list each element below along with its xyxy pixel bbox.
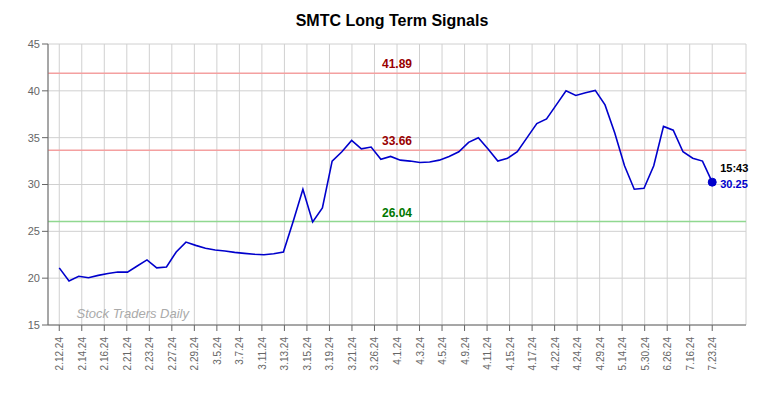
svg-text:15: 15 — [28, 319, 40, 331]
svg-text:7.23.24: 7.23.24 — [707, 337, 718, 371]
svg-text:3.11.24: 3.11.24 — [257, 337, 268, 370]
svg-text:25: 25 — [28, 225, 40, 237]
svg-text:3.7.24: 3.7.24 — [234, 337, 245, 365]
svg-text:30: 30 — [28, 178, 40, 190]
svg-text:4.5.24: 4.5.24 — [437, 337, 448, 365]
svg-text:4.11.24: 4.11.24 — [482, 337, 493, 370]
svg-text:3.21.24: 3.21.24 — [347, 337, 358, 371]
svg-text:4.24.24: 4.24.24 — [572, 337, 583, 371]
svg-text:30.25: 30.25 — [720, 178, 748, 190]
svg-text:3.15.24: 3.15.24 — [302, 337, 313, 371]
svg-text:2.16.24: 2.16.24 — [99, 337, 110, 371]
svg-text:2.21.24: 2.21.24 — [122, 337, 133, 371]
svg-text:5.30.24: 5.30.24 — [640, 337, 651, 371]
svg-text:26.04: 26.04 — [382, 206, 412, 220]
svg-text:20: 20 — [28, 272, 40, 284]
svg-text:4.9.24: 4.9.24 — [460, 337, 471, 365]
svg-text:4.1.24: 4.1.24 — [392, 337, 403, 365]
html-text:SMTC Long Term Signals: SMTC Long Term Signals — [295, 12, 489, 29]
svg-text:33.66: 33.66 — [382, 134, 412, 148]
svg-text:6.26.24: 6.26.24 — [662, 337, 673, 371]
svg-text:4.17.24: 4.17.24 — [527, 337, 538, 371]
svg-text:4.22.24: 4.22.24 — [550, 337, 561, 371]
svg-text:15:43: 15:43 — [720, 162, 748, 174]
svg-text:3.19.24: 3.19.24 — [324, 337, 335, 371]
svg-text:5.14.24: 5.14.24 — [617, 337, 628, 371]
svg-text:41.89: 41.89 — [382, 57, 412, 71]
svg-text:3.13.24: 3.13.24 — [279, 337, 290, 371]
svg-text:35: 35 — [28, 132, 40, 144]
svg-text:2.14.24: 2.14.24 — [77, 337, 88, 371]
svg-text:4.3.24: 4.3.24 — [415, 337, 426, 365]
svg-text:3.26.24: 3.26.24 — [369, 337, 380, 371]
svg-text:3.5.24: 3.5.24 — [212, 337, 223, 365]
svg-text:4.29.24: 4.29.24 — [595, 337, 606, 371]
svg-text:2.27.24: 2.27.24 — [167, 337, 178, 371]
svg-text:2.23.24: 2.23.24 — [144, 337, 155, 371]
svg-text:40: 40 — [28, 85, 40, 97]
svg-text:7.16.24: 7.16.24 — [685, 337, 696, 371]
svg-text:45: 45 — [28, 38, 40, 50]
svg-text:2.12.24: 2.12.24 — [54, 337, 65, 371]
svg-text:4.15.24: 4.15.24 — [505, 337, 516, 371]
svg-text:2.29.24: 2.29.24 — [189, 337, 200, 371]
svg-text:Stock Traders Daily: Stock Traders Daily — [77, 306, 191, 321]
